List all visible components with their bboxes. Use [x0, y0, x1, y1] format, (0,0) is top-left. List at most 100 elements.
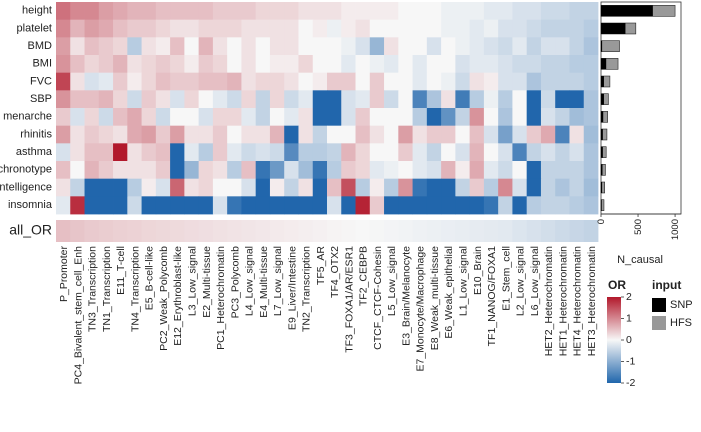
heatmap-cell	[369, 161, 385, 180]
heatmap-cell	[198, 19, 214, 38]
heatmap-cell	[312, 37, 328, 56]
heatmap-cell	[327, 196, 342, 215]
bar-snp	[601, 23, 626, 34]
heatmap-cell	[369, 2, 385, 21]
heatmap-cell	[469, 161, 485, 180]
heatmap-cell	[327, 2, 342, 21]
heatmap-cell	[540, 72, 556, 91]
heatmap-cell	[113, 90, 128, 109]
heatmap-cell	[212, 125, 228, 144]
heatmap-cell	[70, 72, 85, 91]
heatmap-cell	[198, 178, 214, 197]
heatmap-cell	[498, 55, 513, 74]
bar-tick-label: 0	[596, 219, 607, 224]
heatmap-cell	[569, 196, 585, 215]
heatmap-cell	[512, 196, 528, 215]
heatmap-cell	[526, 37, 542, 56]
heatmap-cell	[341, 2, 356, 21]
heatmap-cell	[141, 19, 157, 38]
row-label: height	[22, 5, 52, 17]
heatmap-cell	[398, 90, 413, 109]
summary-cell	[512, 220, 528, 242]
heatmap-cell	[341, 90, 356, 109]
summary-cell	[426, 220, 442, 242]
heatmap-cell	[512, 19, 528, 38]
heatmap-cell	[469, 178, 485, 197]
heatmap-cell	[441, 178, 456, 197]
bar-snp	[601, 182, 603, 193]
bar-snp	[601, 76, 604, 87]
heatmap-cell	[469, 108, 485, 127]
column-label: TF2_CEBPB	[358, 246, 370, 306]
heatmap-cell	[255, 37, 271, 56]
heatmap-cell	[384, 90, 399, 109]
heatmap-cell	[355, 178, 371, 197]
heatmap-cell	[569, 125, 585, 144]
heatmap-cell	[384, 143, 399, 162]
heatmap-cell	[398, 2, 413, 21]
heatmap-cell	[255, 143, 271, 162]
heatmap-cell	[98, 125, 114, 144]
bar-snp	[601, 146, 603, 158]
column-label: PC4_Bivalent_stem_cell_Enh	[72, 246, 84, 384]
heatmap-cell	[312, 143, 328, 162]
heatmap-cell	[369, 90, 385, 109]
heatmap-cell	[212, 19, 228, 38]
row-label: insomnia	[8, 199, 53, 211]
heatmap-cell	[455, 161, 471, 180]
heatmap-cell	[170, 143, 185, 162]
heatmap-cell	[198, 196, 214, 215]
heatmap-cell	[284, 72, 299, 91]
heatmap-cell	[84, 178, 100, 197]
heatmap-cell	[127, 90, 142, 109]
heatmap-cell	[113, 143, 128, 162]
column-label: HET3_Heterochromatin	[586, 246, 598, 356]
heatmap-cell	[512, 2, 528, 21]
heatmap-cell	[384, 19, 399, 38]
row-label: asthma	[16, 146, 53, 158]
heatmap-cell	[127, 178, 142, 197]
heatmap-cell	[341, 37, 356, 56]
heatmap-cell	[312, 55, 328, 74]
heatmap-cell	[583, 125, 599, 144]
summary-cell	[583, 220, 599, 242]
heatmap-cell	[184, 19, 200, 38]
column-label: CTCF_CTCF-Cohesin	[372, 246, 384, 350]
heatmap-cell	[198, 90, 214, 109]
heatmap-cell	[269, 161, 285, 180]
heatmap-cell	[412, 90, 428, 109]
heatmap-cell	[498, 125, 513, 144]
heatmap-cell	[141, 72, 157, 91]
heatmap-cell	[98, 19, 114, 38]
heatmap-cell	[526, 2, 542, 21]
heatmap-cell	[241, 108, 257, 127]
heatmap-cell	[512, 72, 528, 91]
heatmap-cell	[569, 143, 585, 162]
heatmap-cell	[284, 90, 299, 109]
heatmap-cell	[384, 125, 399, 144]
heatmap-cell	[583, 37, 599, 56]
heatmap-cell	[298, 55, 314, 74]
heatmap-cell	[170, 178, 185, 197]
heatmap-cell	[555, 90, 570, 109]
column-label: PC1_Heterochromatin	[215, 246, 227, 350]
column-label: E12_Erythroblast-like	[172, 246, 184, 346]
heatmap-cell	[56, 108, 71, 127]
heatmap-cell	[269, 2, 285, 21]
column-label: L2_Low_signal	[515, 246, 527, 316]
heatmap-cell	[526, 19, 542, 38]
heatmap-cell	[155, 178, 171, 197]
bar-snp	[601, 58, 607, 70]
heatmap-cell	[498, 161, 513, 180]
heatmap-cell	[98, 161, 114, 180]
summary-row-label: all_OR	[9, 222, 52, 238]
heatmap-cell	[127, 2, 142, 21]
heatmap-cell	[56, 196, 71, 215]
heatmap-cell	[327, 178, 342, 197]
bar-legend-title: input	[652, 278, 681, 292]
heatmap-cell	[498, 143, 513, 162]
heatmap-cell	[141, 2, 157, 21]
heatmap-cell	[227, 125, 242, 144]
heatmap-cell	[84, 161, 100, 180]
heatmap-cell	[127, 19, 142, 38]
